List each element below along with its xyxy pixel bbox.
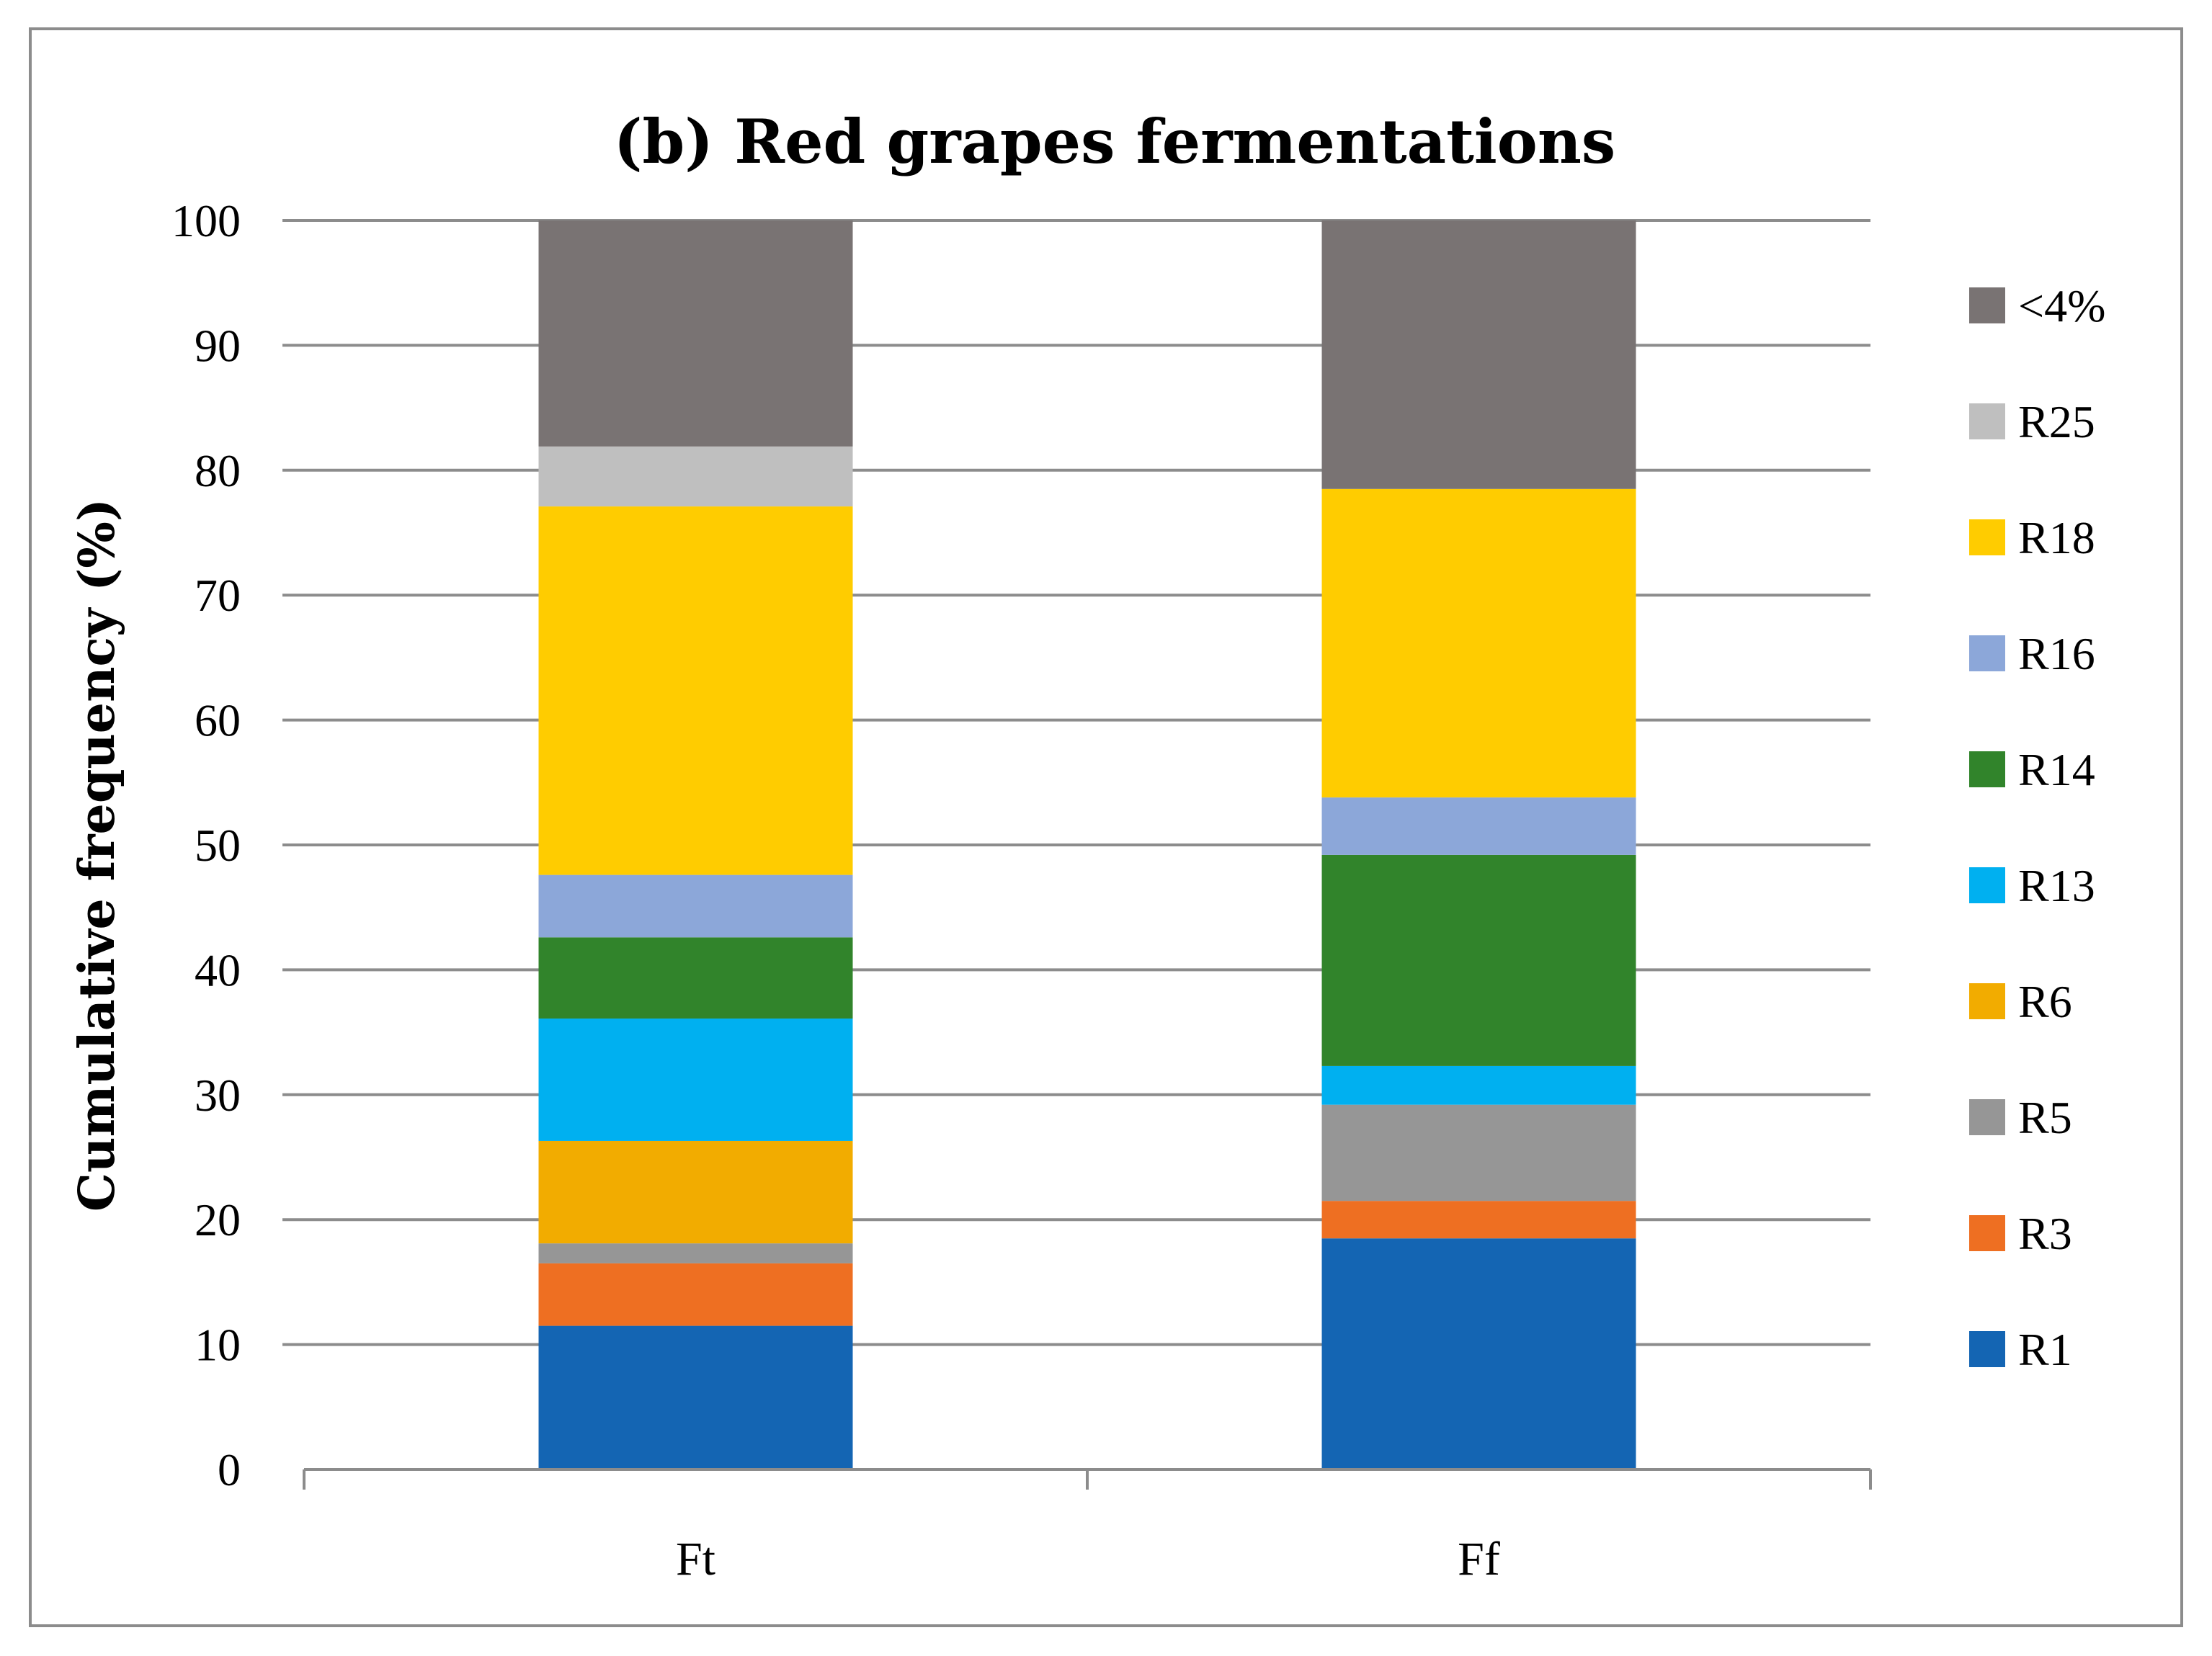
bar-segment bbox=[1321, 1104, 1636, 1201]
legend-label: R3 bbox=[2018, 1208, 2072, 1259]
bar-segment bbox=[538, 937, 853, 1019]
legend-swatch bbox=[1969, 403, 2005, 439]
legend-label: R18 bbox=[2018, 512, 2095, 563]
legend-swatch bbox=[1969, 983, 2005, 1019]
y-tick-label: 50 bbox=[195, 820, 241, 871]
legend-swatch bbox=[1969, 635, 2005, 671]
y-axis-title: Cumulative frequency (%) bbox=[68, 498, 126, 1212]
y-tick-label: 60 bbox=[195, 695, 241, 746]
bar-segment bbox=[1321, 1238, 1636, 1469]
bar-segment bbox=[538, 1263, 853, 1326]
y-tick-label: 40 bbox=[195, 944, 241, 995]
y-tick-label: 10 bbox=[195, 1320, 241, 1371]
bar-segment bbox=[538, 1140, 853, 1244]
bar-segment bbox=[1321, 1201, 1636, 1239]
bar-segment bbox=[538, 506, 853, 875]
axes: 0 10 20 30 40 50 60 70 80 90 100 Ft Ff bbox=[171, 195, 1872, 1585]
legend-label: R5 bbox=[2018, 1092, 2072, 1143]
y-tick-label: 30 bbox=[195, 1070, 241, 1121]
legend-label: R1 bbox=[2018, 1324, 2072, 1375]
bar-segment bbox=[538, 1243, 853, 1263]
y-tick-label: 0 bbox=[218, 1444, 241, 1495]
legend-swatch bbox=[1969, 519, 2005, 555]
x-tick-label: Ff bbox=[1458, 1533, 1500, 1585]
y-tick-label: 70 bbox=[195, 570, 241, 621]
legend-label: R16 bbox=[2018, 628, 2095, 679]
y-tick-label: 100 bbox=[171, 195, 241, 246]
bar-segment bbox=[1321, 220, 1636, 489]
bar-segment bbox=[538, 1019, 853, 1141]
legend-label: <4% bbox=[2018, 280, 2105, 331]
bar-segment bbox=[1321, 488, 1636, 798]
legend-label: R6 bbox=[2018, 976, 2072, 1027]
y-tick-label: 80 bbox=[195, 445, 241, 496]
chart-title: (b) Red grapes fermentations bbox=[614, 106, 1615, 177]
legend-swatch bbox=[1969, 287, 2005, 323]
bar-segment bbox=[538, 874, 853, 938]
bar-segment bbox=[1321, 797, 1636, 855]
x-tick-label: Ft bbox=[676, 1533, 715, 1585]
legend-label: R13 bbox=[2018, 860, 2095, 911]
legend-swatch bbox=[1969, 867, 2005, 903]
chart-frame bbox=[29, 27, 2183, 1627]
legend-label: R14 bbox=[2018, 744, 2095, 795]
legend-swatch bbox=[1969, 1099, 2005, 1135]
bar-segment bbox=[538, 1325, 853, 1469]
legend-swatch bbox=[1969, 1215, 2005, 1251]
y-tick-label: 20 bbox=[195, 1194, 241, 1245]
bar-segment bbox=[1321, 854, 1636, 1066]
y-tick-label: 90 bbox=[195, 320, 241, 371]
bar-segment bbox=[538, 220, 853, 447]
legend-swatch bbox=[1969, 1331, 2005, 1367]
legend-swatch bbox=[1969, 751, 2005, 787]
bar-stacks bbox=[538, 220, 1636, 1469]
bar-segment bbox=[538, 446, 853, 507]
legend: <4% R25 R18 R16 R14 R13 R6 R5 R3 R1 bbox=[1969, 280, 2105, 1375]
bar-segment bbox=[1321, 1065, 1636, 1105]
legend-label: R25 bbox=[2018, 396, 2095, 447]
